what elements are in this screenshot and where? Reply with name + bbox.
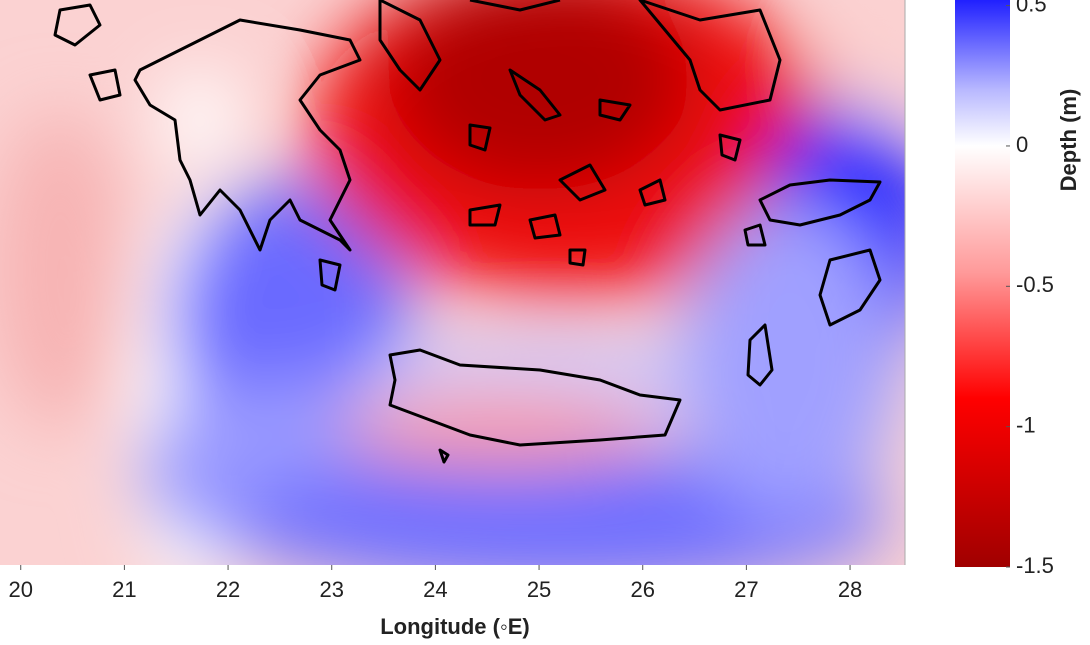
x-tick-label: 21 bbox=[112, 577, 136, 602]
x-tick-label: 24 bbox=[423, 577, 447, 602]
colorbar-label: Depth (m) bbox=[1056, 89, 1081, 192]
colorbar-tick-label: -0.5 bbox=[1016, 272, 1054, 297]
colorbar bbox=[955, 0, 1010, 567]
colorbar-tick-label: -1.5 bbox=[1016, 553, 1054, 578]
x-tick-label: 20 bbox=[8, 577, 32, 602]
x-tick-label: 23 bbox=[319, 577, 343, 602]
x-tick-label: 26 bbox=[630, 577, 654, 602]
x-tick-label: 25 bbox=[527, 577, 551, 602]
colorbar-tick-label: 0 bbox=[1016, 132, 1028, 157]
colorbar-tick-label: -1 bbox=[1016, 412, 1036, 437]
colorbar-tick-label: 0.5 bbox=[1016, 0, 1047, 16]
x-tick-label: 27 bbox=[734, 577, 758, 602]
page: Longitude (◦E) Depth (m) 20 21 22 23 24 25 26 2… bbox=[0, 0, 1090, 645]
x-axis-label: Longitude (◦E) bbox=[380, 614, 530, 639]
map-figure: Longitude (◦E) Depth (m) 20 21 22 23 24 25 26 2… bbox=[0, 0, 1090, 645]
x-tick-label: 28 bbox=[838, 577, 862, 602]
x-tick-label: 22 bbox=[216, 577, 240, 602]
depth-field bbox=[0, 0, 940, 600]
